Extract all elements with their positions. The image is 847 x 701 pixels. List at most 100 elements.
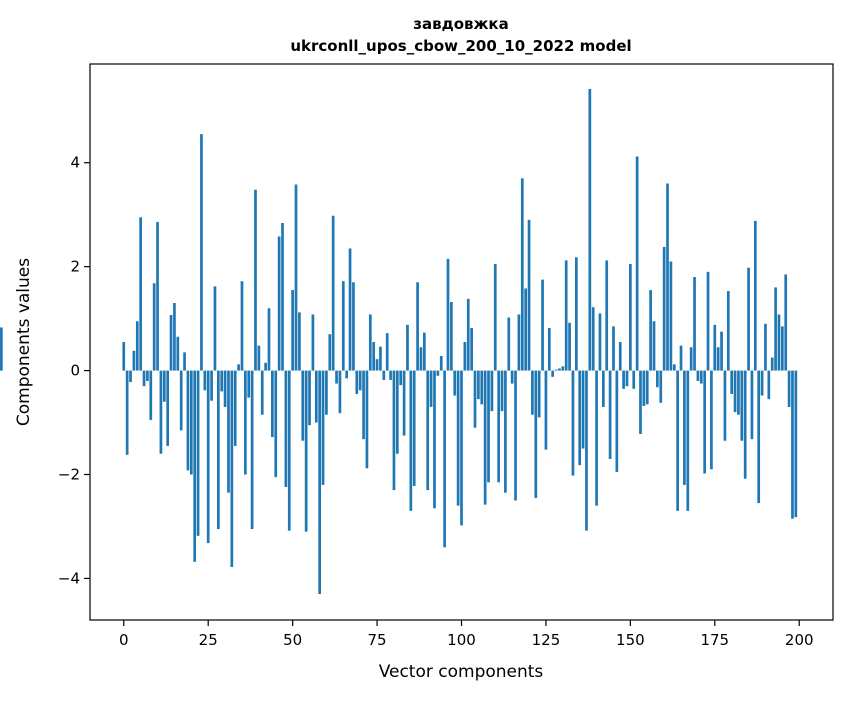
x-tick-label-150: 150 (616, 631, 645, 649)
bars (0, 88, 798, 595)
bar-190 (764, 323, 767, 371)
bar-148 (622, 370, 625, 389)
bar-100 (460, 370, 463, 526)
x-tick-label-0: 0 (119, 631, 129, 649)
bar-159 (659, 370, 663, 403)
bar-184 (743, 370, 747, 479)
bar-59 (321, 370, 325, 485)
bar-40 (257, 345, 261, 371)
bar-109 (490, 370, 494, 412)
x-tick-label-100: 100 (447, 631, 476, 649)
bar-58 (318, 370, 321, 595)
bar-67 (348, 248, 352, 371)
bar-193 (774, 287, 777, 371)
bar-172 (703, 370, 707, 474)
bar-132 (568, 322, 571, 371)
bar-21 (193, 370, 197, 562)
bar-129 (558, 368, 561, 371)
bar-136 (581, 370, 585, 449)
chart-title: завдовжка (413, 15, 508, 33)
bar-84 (406, 324, 409, 371)
bar-92 (433, 370, 436, 509)
bar-121 (531, 370, 534, 415)
bar-35 (240, 281, 244, 371)
bar-75 (375, 359, 379, 371)
bar-133 (571, 370, 575, 476)
bar-80 (392, 370, 396, 491)
bar-116 (514, 370, 517, 501)
bar-123 (537, 370, 541, 418)
bar-13 (166, 370, 170, 446)
bar-182 (737, 370, 740, 415)
bar-22 (196, 370, 200, 536)
bar-61 (328, 334, 332, 371)
bar-119 (524, 288, 528, 371)
bar-17 (179, 370, 183, 431)
bar-174 (710, 370, 713, 470)
bar-115 (510, 370, 514, 384)
bar-178 (723, 370, 727, 441)
bar-134 (574, 257, 578, 371)
bar-53 (301, 370, 305, 441)
bar-94 (439, 356, 443, 371)
bar-138 (588, 88, 592, 371)
bar-24 (203, 370, 207, 391)
bar-179 (726, 291, 730, 371)
bar-108 (487, 370, 490, 483)
bar-36 (244, 370, 247, 475)
bar-155 (645, 370, 649, 405)
bar-29 (220, 370, 224, 392)
bar-76 (379, 346, 382, 371)
x-tick-label-50: 50 (283, 631, 302, 649)
bar-91 (429, 370, 433, 407)
bar-168 (689, 347, 693, 371)
bar-137 (585, 370, 588, 531)
bar-111 (497, 370, 500, 483)
y-tick-label-0: 0 (70, 362, 80, 380)
bar-156 (649, 290, 652, 371)
bar-128 (554, 369, 558, 371)
bar-42 (264, 362, 267, 371)
bar-10 (156, 221, 159, 371)
bar-186 (750, 370, 754, 440)
y-tick-label-4: 4 (70, 154, 80, 172)
bar-118 (520, 178, 524, 371)
bar-106 (480, 370, 484, 405)
bar-54 (304, 370, 308, 532)
bar-83 (402, 370, 406, 436)
x-axis-ticks: 0 25 50 75 100 125 150 175 200 (119, 620, 814, 649)
bar-27 (213, 286, 217, 371)
plot-area-frame (89, 63, 834, 621)
bar-104 (473, 370, 477, 428)
y-axis-ticks: −4 −2 0 2 4 (58, 154, 90, 587)
bar-196 (784, 274, 788, 371)
bar-7 (146, 370, 149, 381)
bar-197 (787, 370, 791, 407)
bar-143 (605, 260, 609, 371)
bar-149 (625, 370, 629, 387)
bar-28 (216, 370, 220, 530)
bar-141 (598, 313, 602, 371)
bar-114 (507, 317, 511, 371)
bar-20 (189, 370, 193, 475)
bar-30 (223, 370, 227, 407)
bar-131 (564, 260, 568, 371)
y-tick-label--2: −2 (58, 466, 80, 484)
bar-25 (206, 370, 210, 544)
bar-154 (642, 370, 646, 406)
bar-90 (426, 370, 430, 491)
bar-110 (493, 264, 497, 371)
bar-74 (372, 342, 376, 371)
bar-62 (331, 215, 335, 371)
bar-122 (534, 370, 538, 498)
bar-158 (656, 370, 659, 388)
bar-170 (696, 370, 700, 381)
y-tick-label--4: −4 (58, 569, 80, 587)
bar-97 (450, 301, 453, 371)
bar-147 (618, 342, 622, 371)
bar-124 (541, 279, 544, 371)
bar-56 (311, 314, 315, 371)
bar-66 (345, 370, 349, 379)
bar-47 (281, 223, 284, 371)
bar-65 (341, 281, 345, 371)
